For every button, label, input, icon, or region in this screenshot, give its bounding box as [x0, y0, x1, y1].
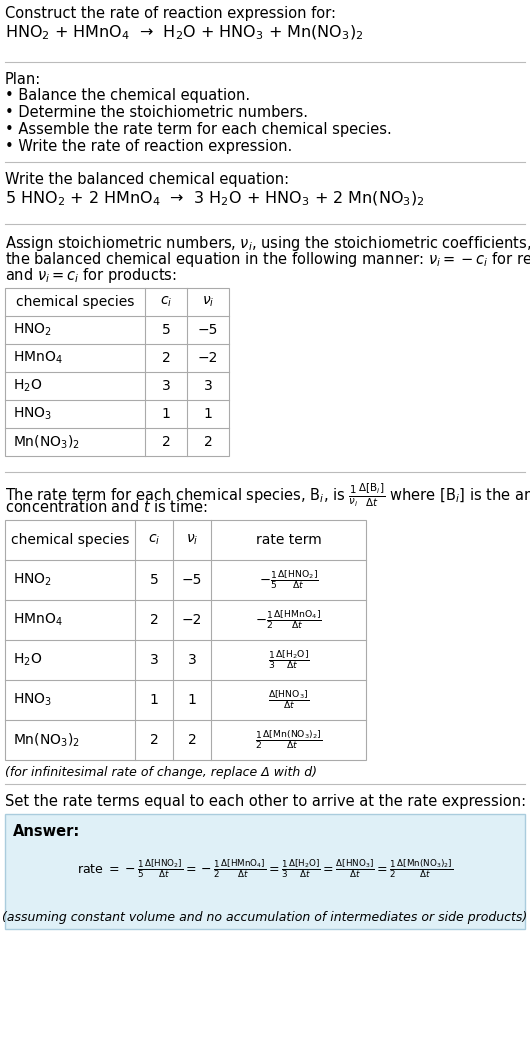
Text: Mn(NO$_3$)$_2$: Mn(NO$_3$)$_2$: [13, 731, 80, 749]
Text: • Write the rate of reaction expression.: • Write the rate of reaction expression.: [5, 139, 292, 154]
Text: Construct the rate of reaction expression for:: Construct the rate of reaction expressio…: [5, 6, 336, 21]
Text: $-\frac{1}{5}\frac{\Delta[\mathrm{HNO_2}]}{\Delta t}$: $-\frac{1}{5}\frac{\Delta[\mathrm{HNO_2}…: [259, 569, 319, 591]
Text: $-\frac{1}{2}\frac{\Delta[\mathrm{HMnO_4}]}{\Delta t}$: $-\frac{1}{2}\frac{\Delta[\mathrm{HMnO_4…: [255, 609, 322, 632]
Text: $\frac{1}{3}\frac{\Delta[\mathrm{H_2O}]}{\Delta t}$: $\frac{1}{3}\frac{\Delta[\mathrm{H_2O}]}…: [268, 649, 310, 672]
Text: −2: −2: [198, 351, 218, 365]
Text: Mn(NO$_3$)$_2$: Mn(NO$_3$)$_2$: [13, 433, 80, 451]
Text: H$_2$O: H$_2$O: [13, 652, 42, 668]
Text: 1: 1: [188, 693, 197, 707]
Text: rate term: rate term: [255, 533, 321, 547]
Text: chemical species: chemical species: [11, 533, 129, 547]
Text: HNO$_2$ + HMnO$_4$  →  H$_2$O + HNO$_3$ + Mn(NO$_3$)$_2$: HNO$_2$ + HMnO$_4$ → H$_2$O + HNO$_3$ + …: [5, 24, 364, 43]
Text: 2: 2: [188, 733, 197, 747]
Text: HNO$_3$: HNO$_3$: [13, 406, 52, 423]
Bar: [5, 520, 366, 760]
Text: −5: −5: [198, 323, 218, 337]
Text: 2: 2: [149, 613, 158, 627]
Text: 3: 3: [188, 653, 197, 667]
Text: 5: 5: [149, 573, 158, 587]
Text: concentration and $t$ is time:: concentration and $t$ is time:: [5, 499, 208, 515]
Text: 2: 2: [149, 733, 158, 747]
Text: $\nu_i$: $\nu_i$: [202, 295, 214, 310]
Text: Assign stoichiometric numbers, $\nu_i$, using the stoichiometric coefficients, $: Assign stoichiometric numbers, $\nu_i$, …: [5, 234, 530, 253]
Text: $\nu_i$: $\nu_i$: [186, 532, 198, 547]
Text: chemical species: chemical species: [16, 295, 134, 309]
Bar: [5, 288, 229, 456]
Text: −2: −2: [182, 613, 202, 627]
Text: rate $= -\frac{1}{5}\frac{\Delta[\mathrm{HNO_2}]}{\Delta t} = -\frac{1}{2}\frac{: rate $= -\frac{1}{5}\frac{\Delta[\mathrm…: [77, 858, 453, 881]
Text: 2: 2: [162, 435, 170, 449]
Text: Plan:: Plan:: [5, 72, 41, 87]
Text: Set the rate terms equal to each other to arrive at the rate expression:: Set the rate terms equal to each other t…: [5, 794, 526, 809]
Text: 1: 1: [149, 693, 158, 707]
Text: 1: 1: [204, 407, 213, 420]
Text: HNO$_3$: HNO$_3$: [13, 691, 52, 708]
Text: 3: 3: [162, 379, 170, 393]
Text: 2: 2: [204, 435, 213, 449]
FancyBboxPatch shape: [5, 814, 525, 929]
Text: 2: 2: [162, 351, 170, 365]
Text: The rate term for each chemical species, B$_i$, is $\frac{1}{\nu_i}\frac{\Delta[: The rate term for each chemical species,…: [5, 482, 530, 509]
Text: Write the balanced chemical equation:: Write the balanced chemical equation:: [5, 172, 289, 187]
Text: 3: 3: [149, 653, 158, 667]
Text: 5 HNO$_2$ + 2 HMnO$_4$  →  3 H$_2$O + HNO$_3$ + 2 Mn(NO$_3$)$_2$: 5 HNO$_2$ + 2 HMnO$_4$ → 3 H$_2$O + HNO$…: [5, 190, 425, 208]
Text: 5: 5: [162, 323, 170, 337]
Text: (assuming constant volume and no accumulation of intermediates or side products): (assuming constant volume and no accumul…: [2, 910, 528, 924]
Text: Answer:: Answer:: [13, 824, 80, 839]
Text: 1: 1: [162, 407, 171, 420]
Text: H$_2$O: H$_2$O: [13, 378, 42, 394]
Text: −5: −5: [182, 573, 202, 587]
Text: $\frac{\Delta[\mathrm{HNO_3}]}{\Delta t}$: $\frac{\Delta[\mathrm{HNO_3}]}{\Delta t}…: [268, 688, 309, 711]
Text: HNO$_2$: HNO$_2$: [13, 322, 52, 338]
Text: HNO$_2$: HNO$_2$: [13, 572, 52, 588]
Text: • Assemble the rate term for each chemical species.: • Assemble the rate term for each chemic…: [5, 122, 392, 137]
Text: HMnO$_4$: HMnO$_4$: [13, 612, 63, 629]
Text: • Balance the chemical equation.: • Balance the chemical equation.: [5, 88, 250, 103]
Text: (for infinitesimal rate of change, replace Δ with d): (for infinitesimal rate of change, repla…: [5, 766, 317, 779]
Text: HMnO$_4$: HMnO$_4$: [13, 349, 63, 366]
Text: the balanced chemical equation in the following manner: $\nu_i = -c_i$ for react: the balanced chemical equation in the fo…: [5, 250, 530, 269]
Text: • Determine the stoichiometric numbers.: • Determine the stoichiometric numbers.: [5, 105, 308, 120]
Text: $c_i$: $c_i$: [160, 295, 172, 310]
Text: 3: 3: [204, 379, 213, 393]
Text: $c_i$: $c_i$: [148, 532, 160, 547]
Text: and $\nu_i = c_i$ for products:: and $\nu_i = c_i$ for products:: [5, 266, 177, 285]
Text: $\frac{1}{2}\frac{\Delta[\mathrm{Mn(NO_3)_2}]}{\Delta t}$: $\frac{1}{2}\frac{\Delta[\mathrm{Mn(NO_3…: [255, 729, 322, 751]
